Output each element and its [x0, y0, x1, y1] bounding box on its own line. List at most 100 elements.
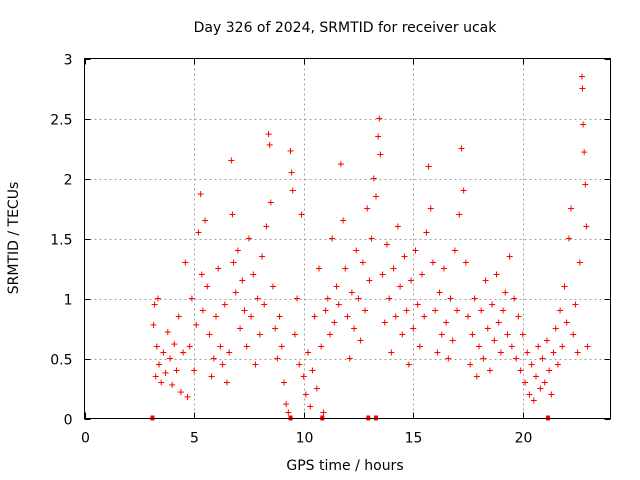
- data-point: [377, 151, 384, 158]
- data-point: [259, 253, 266, 260]
- data-point: [186, 343, 193, 350]
- data-point: [150, 321, 157, 328]
- data-point: [535, 343, 542, 350]
- data-point: [548, 391, 555, 398]
- data-point: [579, 85, 586, 92]
- data-point: [324, 295, 331, 302]
- data-point: [532, 373, 539, 380]
- data-point: [305, 349, 312, 356]
- data-point: [173, 367, 180, 374]
- data-point: [368, 235, 375, 242]
- data-point: [419, 271, 426, 278]
- data-point: [226, 349, 233, 356]
- data-point: [215, 265, 222, 272]
- data-point: [504, 331, 511, 338]
- data-point: [263, 223, 270, 230]
- data-point: [408, 277, 415, 284]
- data-point: [392, 313, 399, 320]
- data-point: [289, 187, 296, 194]
- data-point: [267, 199, 274, 206]
- data-point: [195, 229, 202, 236]
- data-point: [550, 349, 557, 356]
- data-point: [180, 349, 187, 356]
- y-tick-label: 2.5: [50, 113, 72, 129]
- data-point: [572, 301, 579, 308]
- axis-ticks: 0 5 10 15 20 0 0.5 1 1.5 2 2.5 3: [50, 53, 611, 447]
- y-tick-label: 1.5: [50, 233, 72, 249]
- y-tick-label: 3: [64, 53, 73, 69]
- data-point: [156, 361, 163, 368]
- data-point: [381, 319, 388, 326]
- data-point: [316, 265, 323, 272]
- data-point: [582, 181, 589, 188]
- data-point: [333, 283, 340, 290]
- data-point: [280, 379, 287, 386]
- data-point: [559, 343, 566, 350]
- data-point: [462, 259, 469, 266]
- data-point: [237, 325, 244, 332]
- data-point: [278, 343, 285, 350]
- data-point: [486, 367, 493, 374]
- data-point: [524, 349, 531, 356]
- data-point: [276, 313, 283, 320]
- data-point: [355, 295, 362, 302]
- data-point: [482, 277, 489, 284]
- data-point: [285, 409, 292, 416]
- x-tick-label: 0: [81, 431, 90, 447]
- data-point: [438, 331, 445, 338]
- data-point: [318, 343, 325, 350]
- data-point: [232, 289, 239, 296]
- data-point: [294, 295, 301, 302]
- data-point: [322, 307, 329, 314]
- data-point: [265, 131, 272, 138]
- data-point: [383, 241, 390, 248]
- data-point: [335, 301, 342, 308]
- data-point: [484, 325, 491, 332]
- data-point: [364, 205, 371, 212]
- data-point: [451, 247, 458, 254]
- data-point: [497, 349, 504, 356]
- data-points: [150, 73, 591, 416]
- y-tick-label: 0.5: [50, 353, 72, 369]
- data-point: [199, 307, 206, 314]
- x-tick-label: 10: [296, 431, 314, 447]
- grid-lines: [84, 58, 611, 419]
- data-point: [530, 397, 537, 404]
- data-point: [554, 361, 561, 368]
- data-point: [454, 307, 461, 314]
- data-point: [198, 271, 205, 278]
- data-point: [210, 355, 217, 362]
- data-point: [340, 217, 347, 224]
- data-point: [229, 211, 236, 218]
- data-point: [552, 325, 559, 332]
- data-point: [390, 265, 397, 272]
- data-point: [563, 319, 570, 326]
- y-tick-label: 1: [64, 293, 73, 309]
- x-axis-label: GPS time / hours: [286, 458, 403, 474]
- data-point: [177, 389, 184, 396]
- data-point: [162, 369, 169, 376]
- data-point: [429, 259, 436, 266]
- data-point: [515, 313, 522, 320]
- data-point: [298, 211, 305, 218]
- data-point: [152, 373, 159, 380]
- data-point: [491, 337, 498, 344]
- data-point: [182, 259, 189, 266]
- data-point: [309, 367, 316, 374]
- data-point: [445, 355, 452, 362]
- data-point: [234, 247, 241, 254]
- data-point: [248, 313, 255, 320]
- data-point: [403, 307, 410, 314]
- data-point: [399, 331, 406, 338]
- data-point: [219, 361, 226, 368]
- data-point: [517, 367, 524, 374]
- y-tick-label: 2: [64, 173, 73, 189]
- data-point: [511, 295, 518, 302]
- data-point: [489, 301, 496, 308]
- data-point: [436, 289, 443, 296]
- data-point: [456, 211, 463, 218]
- data-point: [458, 145, 465, 152]
- data-point: [208, 373, 215, 380]
- data-point: [252, 361, 259, 368]
- data-point: [184, 393, 191, 400]
